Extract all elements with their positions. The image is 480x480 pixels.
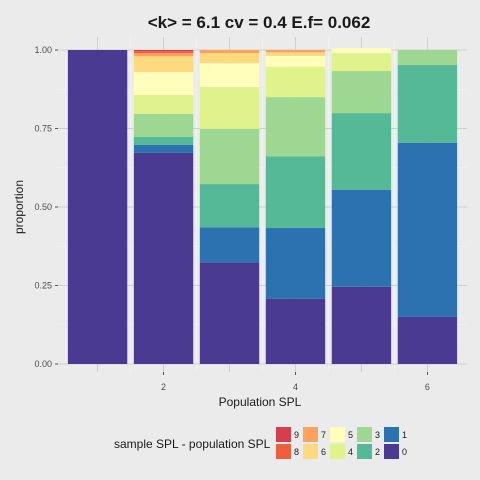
bars	[67, 48, 458, 364]
bar-segment	[331, 286, 392, 364]
legend: sample SPL - population SPL 9 7 5 3 1 8 6 4 2 0	[114, 427, 407, 459]
bar-segment	[133, 71, 194, 95]
legend-label: 4	[348, 447, 353, 457]
bar-segment	[397, 316, 458, 364]
legend-swatch	[276, 427, 291, 442]
bar-segment	[331, 189, 392, 287]
bar-segment	[331, 71, 392, 114]
bar-segment	[331, 48, 392, 54]
bar-segment	[265, 52, 326, 56]
bar-segment	[199, 63, 260, 88]
legend-swatch	[330, 427, 345, 442]
y-tick-label: 0.00	[34, 359, 52, 369]
legend-label: 3	[375, 430, 380, 440]
bar-segment	[265, 55, 326, 67]
legend-label: 8	[294, 447, 299, 457]
axes: 0.00 0.25 0.50 0.75 1.00 2 4 6	[34, 45, 429, 392]
bar-segment	[265, 97, 326, 157]
bar-segment	[133, 50, 194, 52]
bar-segment	[133, 53, 194, 57]
bar-segment	[265, 156, 326, 229]
legend-label: 6	[321, 447, 326, 457]
legend-swatch	[384, 427, 399, 442]
bar-segment	[199, 128, 260, 185]
legend-label: 0	[402, 447, 407, 457]
legend-title: sample SPL - population SPL	[114, 437, 271, 451]
bar-segment	[265, 298, 326, 364]
bar-segment	[133, 94, 194, 114]
bar-segment	[199, 262, 260, 364]
bar-segment	[331, 113, 392, 190]
bar-segment	[199, 87, 260, 129]
legend-swatch	[303, 427, 318, 442]
bar-segment	[331, 53, 392, 72]
legend-label: 7	[321, 430, 326, 440]
legend-swatch	[276, 444, 291, 459]
legend-swatch	[330, 444, 345, 459]
bar-segment	[397, 50, 458, 66]
legend-label: 9	[294, 430, 299, 440]
bar-segment	[265, 66, 326, 98]
x-tick-label: 4	[293, 382, 298, 392]
bar-segment	[199, 53, 260, 64]
legend-label: 2	[375, 447, 380, 457]
bar-segment	[199, 227, 260, 263]
legend-swatch	[384, 444, 399, 459]
bar-segment	[133, 144, 194, 153]
legend-swatch	[303, 444, 318, 459]
y-tick-label: 1.00	[34, 45, 52, 55]
x-tick-label: 6	[425, 382, 430, 392]
y-tick-label: 0.75	[34, 124, 52, 134]
legend-label: 5	[348, 430, 353, 440]
y-axis-title: proportion	[12, 180, 26, 234]
bar-segment	[133, 56, 194, 72]
y-tick-label: 0.50	[34, 202, 52, 212]
legend-swatch	[357, 427, 372, 442]
bar-segment	[265, 50, 326, 53]
bar-segment	[265, 228, 326, 299]
x-tick-label: 2	[161, 382, 166, 392]
bar-segment	[133, 51, 194, 54]
x-axis-title: Population SPL	[219, 395, 302, 409]
legend-label: 1	[402, 430, 407, 440]
bar-segment	[67, 50, 128, 364]
bar-segment	[397, 142, 458, 317]
bar-segment	[133, 113, 194, 137]
chart-title: <k> = 6.1 cv = 0.4 E.f= 0.062	[148, 13, 371, 32]
bar-segment	[397, 65, 458, 143]
bar-segment	[199, 50, 260, 54]
bar-segment	[133, 152, 194, 364]
bar-segment	[133, 136, 194, 145]
legend-swatch	[357, 444, 372, 459]
bar-segment	[199, 184, 260, 228]
y-tick-label: 0.25	[34, 281, 52, 291]
